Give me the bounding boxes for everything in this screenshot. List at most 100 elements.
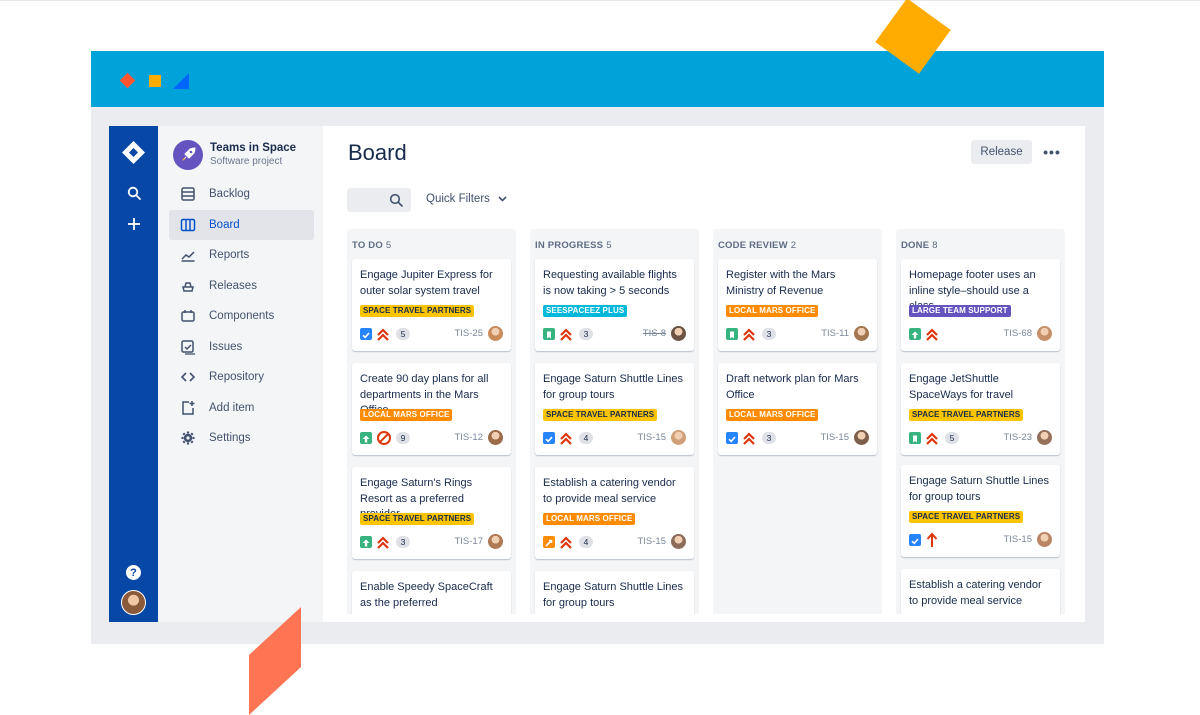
issue-card[interactable]: Create 90 day plans for all departments …	[352, 363, 511, 455]
issue-card[interactable]: Engage Saturn Shuttle Lines for group to…	[901, 465, 1060, 557]
issue-title: Enable Speedy SpaceCraft as the preferre…	[360, 581, 493, 609]
epic-label: SEESPACEEZ PLUS	[543, 305, 628, 317]
issue-key[interactable]: TIS-68	[1003, 328, 1032, 339]
issue-key[interactable]: TIS-15	[637, 536, 666, 547]
sidebar-item-components[interactable]: Components	[169, 301, 314, 331]
issue-card[interactable]: Engage Jupiter Express for outer solar s…	[352, 259, 511, 351]
page-title: Board	[348, 140, 407, 165]
issue-key[interactable]: TIS-25	[454, 328, 483, 339]
issue-key[interactable]: TIS-23	[1003, 432, 1032, 443]
sidebar-item-backlog[interactable]: Backlog	[169, 179, 314, 209]
highest-priority-icon	[559, 430, 573, 446]
issue-card[interactable]: Engage Saturn Shuttle Lines for group to…	[535, 363, 694, 455]
release-button[interactable]: Release	[971, 140, 1032, 164]
bug-type-icon	[543, 536, 555, 548]
frame-header	[91, 51, 1104, 107]
card-footer: 5 TIS-25	[360, 325, 503, 343]
jira-logo-icon[interactable]	[121, 140, 146, 165]
assignee-avatar[interactable]	[1037, 430, 1052, 445]
header-triangle-shape	[173, 73, 189, 89]
create-plus-icon[interactable]	[121, 211, 146, 236]
project-sidebar: Teams in Space Software project Backlog …	[158, 126, 323, 622]
sidebar-item-label: Reports	[209, 249, 250, 261]
issue-key[interactable]: TIS-15	[820, 432, 849, 443]
project-header[interactable]: Teams in Space Software project	[173, 140, 296, 170]
issue-card[interactable]: Engage Saturn's Rings Resort as a prefer…	[352, 467, 511, 559]
assignee-avatar[interactable]	[488, 534, 503, 549]
help-icon[interactable]: ?	[126, 565, 141, 580]
epic-label: LOCAL MARS OFFICE	[360, 409, 453, 421]
highest-priority-icon	[925, 430, 939, 446]
sidebar-item-label: Board	[209, 219, 240, 231]
issue-card[interactable]: Draft network plan for Mars Office LOCAL …	[718, 363, 877, 455]
issue-card[interactable]: Register with the Mars Ministry of Reven…	[718, 259, 877, 351]
story-points-badge: 4	[579, 536, 593, 548]
sidebar-item-board[interactable]: Board	[169, 210, 314, 240]
search-icon[interactable]	[121, 180, 146, 205]
epic-label: LOCAL MARS OFFICE	[726, 409, 819, 421]
card-footer: TIS-15	[909, 531, 1052, 549]
issue-title: Homepage footer uses an inline style–sho…	[909, 269, 1036, 312]
board-bottom-edge	[323, 614, 1085, 622]
user-avatar[interactable]	[121, 590, 146, 615]
issue-card[interactable]: Requesting available flights is now taki…	[535, 259, 694, 351]
story-points-badge: 3	[762, 432, 776, 444]
issue-key[interactable]: TIS-17	[454, 536, 483, 547]
issue-key[interactable]: TIS-15	[1003, 534, 1032, 545]
chevron-down-icon	[498, 196, 507, 202]
sidebar-item-settings[interactable]: Settings	[169, 423, 314, 453]
gear-icon	[181, 431, 195, 445]
assignee-avatar[interactable]	[488, 326, 503, 341]
decorative-parallelogram	[249, 607, 301, 715]
column-title: CODE REVIEW	[718, 240, 788, 251]
issue-title: Engage JetShuttle SpaceWays for travel	[909, 373, 1014, 401]
column-count: 2	[790, 240, 797, 251]
epic-label: LARGE TEAM SUPPORT	[909, 305, 1011, 317]
sidebar-item-reports[interactable]: Reports	[169, 240, 314, 270]
story-points-badge: 3	[396, 536, 410, 548]
board-search-input[interactable]	[347, 188, 411, 212]
issue-title: Establish a catering vendor to provide m…	[909, 579, 1042, 607]
project-name: Teams in Space	[210, 142, 297, 154]
highest-priority-icon	[925, 326, 939, 342]
card-footer: 3 TIS-17	[360, 533, 503, 551]
board-icon	[180, 218, 196, 232]
reports-icon	[181, 251, 195, 262]
epic-label: SPACE TRAVEL PARTNERS	[909, 511, 1024, 523]
issue-card[interactable]: Engage JetShuttle SpaceWays for travel SP…	[901, 363, 1060, 455]
story-points-badge: 4	[579, 432, 593, 444]
assignee-avatar[interactable]	[488, 430, 503, 445]
column-count: 8	[932, 240, 938, 251]
issue-card[interactable]: Establish a catering vendor to provide m…	[901, 569, 1060, 622]
issue-key[interactable]: TIS-8	[642, 328, 666, 339]
story-points-badge: 5	[945, 432, 959, 444]
sidebar-item-repository[interactable]: Repository	[169, 362, 314, 392]
assignee-avatar[interactable]	[1037, 326, 1052, 341]
assignee-avatar[interactable]	[1037, 532, 1052, 547]
assignee-avatar[interactable]	[671, 430, 686, 445]
sidebar-item-releases[interactable]: Releases	[169, 271, 314, 301]
assignee-avatar[interactable]	[854, 326, 869, 341]
assignee-avatar[interactable]	[671, 326, 686, 341]
assignee-avatar[interactable]	[671, 534, 686, 549]
more-actions-button[interactable]: •••	[1043, 144, 1061, 160]
card-footer: 5 TIS-23	[909, 429, 1052, 447]
issue-key[interactable]: TIS-15	[637, 432, 666, 443]
repository-icon	[180, 372, 196, 382]
issue-title: Engage Jupiter Express for outer solar s…	[360, 269, 493, 297]
issue-key[interactable]: TIS-11	[821, 328, 849, 339]
releases-icon	[182, 282, 194, 292]
task-type-icon	[909, 534, 921, 546]
issue-card[interactable]: Homepage footer uses an inline style–sho…	[901, 259, 1060, 351]
story-type-icon	[909, 432, 921, 444]
story-type-icon	[543, 328, 555, 340]
sidebar-item-issues[interactable]: Issues	[169, 332, 314, 362]
sidebar-item-add-item[interactable]: Add item	[169, 393, 314, 423]
issue-card[interactable]: Enable Speedy SpaceCraft as the preferre…	[352, 571, 511, 622]
quick-filters-dropdown[interactable]: Quick Filters	[426, 193, 507, 205]
issue-key[interactable]: TIS-12	[454, 432, 483, 443]
issue-card[interactable]: Establish a catering vendor to provide m…	[535, 467, 694, 559]
assignee-avatar[interactable]	[854, 430, 869, 445]
sidebar-item-label: Repository	[209, 371, 264, 383]
browser-frame: ? Teams in Space Software project Backlo…	[91, 51, 1104, 644]
